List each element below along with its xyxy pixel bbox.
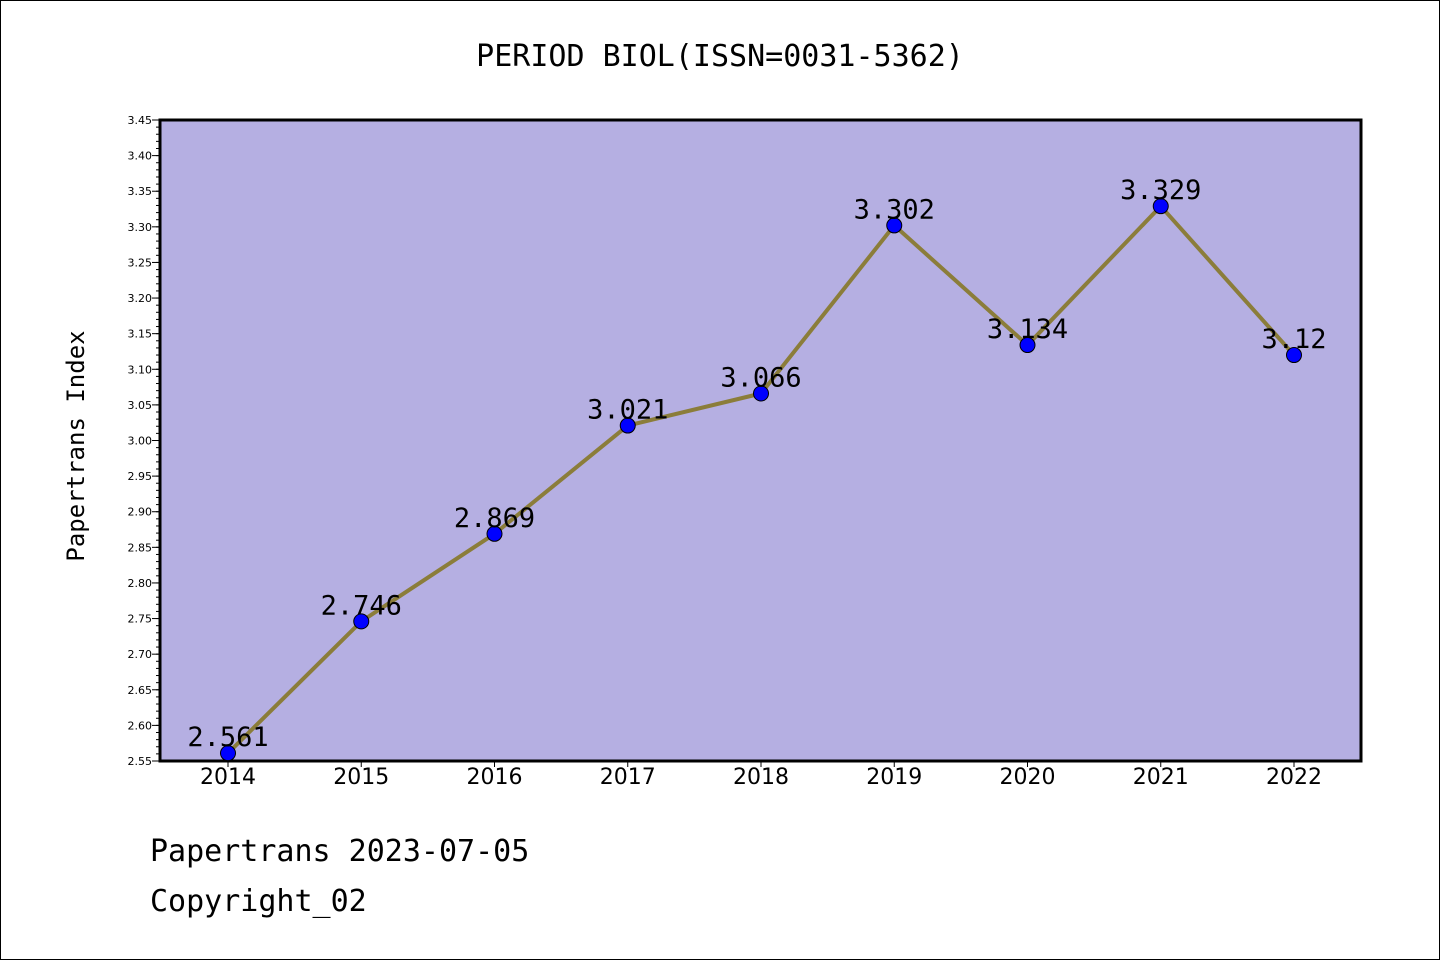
data-point-marker bbox=[753, 385, 769, 402]
data-label: 2.561 bbox=[187, 722, 268, 753]
x-tick-label: 2018 bbox=[733, 765, 789, 790]
chart-title: PERIOD BIOL(ISSN=0031-5362) bbox=[476, 39, 964, 74]
data-label: 3.329 bbox=[1120, 175, 1201, 206]
data-label: 2.869 bbox=[454, 503, 535, 534]
x-axis-ticks: 2014 2015 2016 2017 2018 2019 2020 2021 2022 bbox=[200, 761, 1322, 790]
data-point-marker bbox=[220, 745, 236, 762]
y-tick-label: 2.55 bbox=[128, 755, 153, 768]
y-axis-ticks: 2.55 2.60 2.65 2.70 2.75 2.80 2.85 2.90 2.95 3.00… bbox=[128, 114, 160, 768]
y-tick-label: 2.75 bbox=[128, 613, 153, 626]
data-point-marker bbox=[1286, 347, 1302, 364]
data-label: 3.302 bbox=[854, 194, 935, 225]
data-point-marker bbox=[619, 417, 636, 434]
footer-copyright-text: Copyright_02 bbox=[150, 884, 367, 919]
data-point-marker bbox=[486, 525, 503, 542]
data-label: 3.134 bbox=[987, 314, 1068, 345]
y-tick-label: 2.65 bbox=[128, 684, 153, 697]
x-tick-label: 2020 bbox=[1000, 765, 1056, 790]
data-label: 3.066 bbox=[720, 362, 801, 393]
x-tick-label: 2021 bbox=[1133, 765, 1189, 790]
data-label: 3.021 bbox=[587, 395, 668, 426]
data-point-marker bbox=[1152, 198, 1169, 215]
x-tick-label: 2022 bbox=[1266, 765, 1322, 790]
footer-date-text: Papertrans 2023-07-05 bbox=[150, 834, 530, 869]
data-point-marker bbox=[1019, 337, 1036, 354]
y-tick-label: 3.25 bbox=[128, 256, 153, 269]
y-tick-label: 3.30 bbox=[128, 221, 153, 234]
data-point-marker bbox=[353, 613, 370, 630]
y-tick-label: 3.40 bbox=[128, 150, 153, 163]
x-tick-label: 2019 bbox=[866, 765, 922, 790]
data-label: 2.746 bbox=[321, 590, 402, 621]
data-label: 3.12 bbox=[1261, 324, 1326, 355]
data-labels: 2.561 2.746 2.869 3.021 3.066 3.302 3.134 3.329… bbox=[187, 175, 1326, 753]
x-tick-label: 2016 bbox=[467, 765, 523, 790]
plot-area bbox=[158, 118, 1363, 763]
y-tick-label: 2.60 bbox=[128, 719, 153, 732]
x-tick-label: 2017 bbox=[600, 765, 656, 790]
y-tick-label: 3.35 bbox=[128, 185, 153, 198]
y-tick-label: 2.95 bbox=[128, 470, 153, 483]
x-tick-label: 2015 bbox=[333, 765, 389, 790]
y-tick-label: 2.80 bbox=[128, 577, 153, 590]
y-tick-label: 3.45 bbox=[128, 114, 153, 127]
y-axis-label: Papertrans Index bbox=[62, 330, 90, 561]
data-point-marker bbox=[886, 217, 903, 234]
y-tick-label: 2.90 bbox=[128, 506, 153, 519]
y-tick-label: 2.70 bbox=[128, 648, 153, 661]
y-tick-label: 3.20 bbox=[128, 292, 153, 305]
y-tick-label: 3.00 bbox=[128, 435, 153, 448]
y-tick-label: 2.85 bbox=[128, 541, 153, 554]
y-tick-label: 3.10 bbox=[128, 363, 153, 376]
x-tick-label: 2014 bbox=[200, 765, 256, 790]
y-tick-label: 3.05 bbox=[128, 399, 153, 412]
series-markers bbox=[220, 198, 1302, 762]
y-tick-label: 3.15 bbox=[128, 328, 153, 341]
